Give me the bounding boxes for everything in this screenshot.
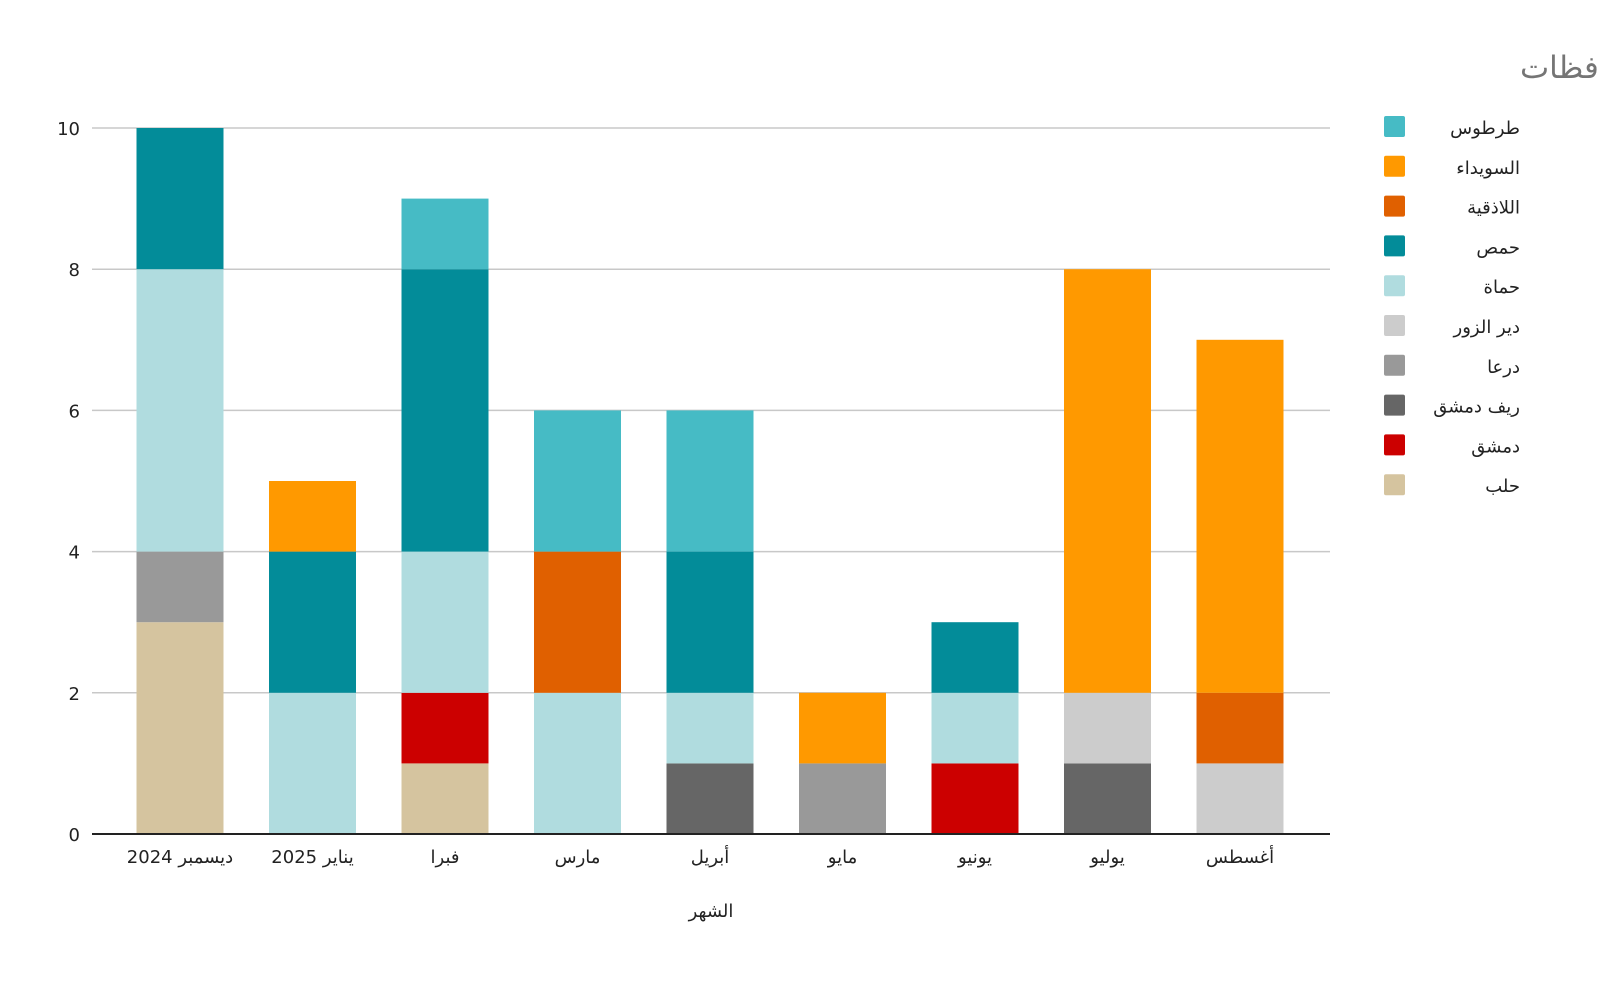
y-tick-label: 10: [57, 119, 80, 140]
bar-segment: [401, 763, 489, 834]
legend-item[interactable]: حمص: [1384, 235, 1520, 258]
bar-segment: [269, 692, 356, 834]
bar-segment: [136, 622, 224, 834]
x-tick-label: مارس: [555, 847, 601, 868]
bar-segment: [1196, 339, 1284, 693]
x-tick-label: أبريل: [691, 845, 730, 868]
legend-swatch: [1384, 354, 1405, 376]
bar-segment: [136, 551, 224, 623]
legend-item[interactable]: اللاذقية: [1384, 195, 1520, 219]
y-tick-label: 6: [69, 401, 80, 422]
bar-segment: [1064, 692, 1151, 764]
x-tick-label: ديسمبر 2024: [127, 847, 233, 868]
x-tick-label: مايو: [827, 847, 857, 868]
legend-item[interactable]: درعا: [1384, 354, 1520, 378]
bar-segment: [401, 551, 489, 693]
legend-item[interactable]: ريف دمشق: [1384, 394, 1520, 418]
x-tick-label: يوليو: [1089, 847, 1125, 868]
bar-segment: [136, 269, 224, 552]
legend-swatch: [1384, 474, 1405, 496]
legend-item[interactable]: حلب: [1384, 474, 1520, 497]
bar-segment: [534, 410, 621, 552]
legend-label: حلب: [1485, 476, 1520, 497]
x-axis-label: الشهر: [688, 901, 734, 922]
legend-item[interactable]: دير الزور: [1384, 315, 1520, 338]
bar-segment: [666, 692, 754, 764]
legend-item[interactable]: طرطوس: [1384, 116, 1520, 139]
legend-label: دمشق: [1471, 436, 1520, 457]
legend-label: حمص: [1476, 237, 1520, 258]
bar-segment: [1064, 269, 1151, 693]
bar-segment: [931, 692, 1019, 764]
bar-segment: [534, 551, 621, 693]
bar-segment: [136, 128, 224, 270]
x-tick-label: فبرا: [431, 847, 460, 868]
legend-item[interactable]: السويداء: [1384, 155, 1520, 179]
bar-segment: [799, 692, 886, 764]
legend-label: دير الزور: [1453, 317, 1520, 338]
bar-segment: [1196, 763, 1284, 834]
y-tick-label: 0: [69, 825, 80, 846]
legend-swatch: [1384, 195, 1405, 217]
bar-segment: [269, 481, 356, 552]
y-tick-label: 8: [69, 260, 80, 281]
legend-label: درعا: [1487, 357, 1520, 378]
x-tick-label: أغسطس: [1206, 845, 1274, 868]
legend-swatch: [1384, 235, 1405, 257]
bar-segment: [269, 551, 356, 693]
legend-label: ريف دمشق: [1433, 397, 1520, 418]
legend-swatch: [1384, 155, 1405, 177]
bar-segment: [1196, 692, 1284, 764]
legend-swatch: [1384, 394, 1405, 416]
legend-label: اللاذقية: [1467, 198, 1520, 219]
y-tick-label: 2: [69, 684, 80, 705]
chart-title: توزع الاعتداءات شهريا على الأماكن الديني…: [1520, 48, 1600, 86]
bar-segment: [666, 763, 754, 834]
bar-segment: [534, 692, 621, 834]
y-tick-label: 4: [69, 543, 80, 564]
legend-swatch: [1384, 434, 1405, 456]
bar-segment: [931, 622, 1019, 693]
legend-label: طرطوس: [1450, 118, 1520, 139]
legend-item[interactable]: حماة: [1384, 275, 1520, 298]
legend-swatch: [1384, 275, 1405, 297]
x-tick-label: يونيو: [957, 847, 992, 868]
legend-swatch: [1384, 116, 1405, 137]
x-tick-label: يناير 2025: [271, 847, 353, 868]
bar-segment: [799, 763, 886, 834]
bar-segment: [401, 269, 489, 552]
legend-swatch: [1384, 315, 1405, 336]
bar-segment: [401, 198, 489, 270]
bar-segment: [931, 763, 1019, 834]
bar-segment: [1064, 763, 1151, 834]
legend-item[interactable]: دمشق: [1384, 434, 1520, 457]
bar-segment: [401, 692, 489, 764]
legend-label: السويداء: [1456, 158, 1520, 179]
bar-segment: [666, 410, 754, 552]
bar-segment: [666, 551, 754, 693]
legend-label: حماة: [1484, 277, 1520, 298]
